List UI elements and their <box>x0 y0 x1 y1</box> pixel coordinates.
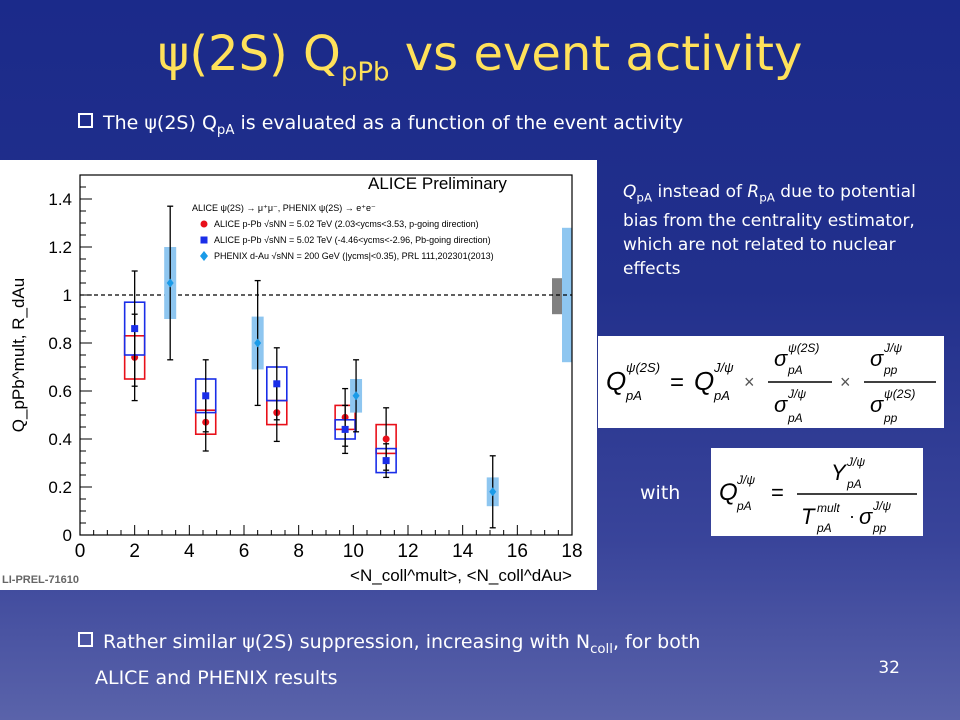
legend-marker <box>200 236 208 244</box>
svg-text:J/ψ: J/ψ <box>872 499 891 513</box>
x-axis-label: <N_coll^mult>, <N_coll^dAu> <box>350 566 572 585</box>
x-tick-label: 0 <box>75 541 86 562</box>
equation-qpa-ratio-svg: Q ψ(2S) pA = Q J/ψ pA × σ ψ(2S) pA σ J/ψ… <box>606 341 936 425</box>
data-point <box>489 487 497 497</box>
bullet-square-icon <box>78 632 93 647</box>
x-tick-label: 16 <box>507 541 528 562</box>
x-tick-label: 8 <box>293 541 304 562</box>
svg-text:pA: pA <box>787 411 803 425</box>
x-tick-label: 12 <box>397 541 418 562</box>
svg-text:pA: pA <box>736 499 752 513</box>
data-point <box>254 338 262 348</box>
data-point <box>341 425 349 433</box>
svg-text:ψ(2S): ψ(2S) <box>626 360 660 375</box>
y-tick-label: 1 <box>63 286 72 305</box>
svg-text:σ: σ <box>774 392 788 417</box>
note-text: QpA instead of RpA due to potential bias… <box>623 182 916 280</box>
slide-number: 32 <box>878 658 900 678</box>
y-tick-label: 1.2 <box>48 238 72 257</box>
page-title: ψ(2S) QpPb vs event activity <box>157 26 803 88</box>
data-point <box>382 457 390 465</box>
x-tick-label: 18 <box>561 541 582 562</box>
svg-text:σ: σ <box>859 504 873 529</box>
equation-qpa-ratio: Q ψ(2S) pA = Q J/ψ pA × σ ψ(2S) pA σ J/ψ… <box>598 336 944 428</box>
svg-text:J/ψ: J/ψ <box>713 360 734 375</box>
x-tick-label: 2 <box>129 541 140 562</box>
legend-header: ALICE ψ(2S) → μ⁺μ⁻, PHENIX ψ(2S) → e⁺e⁻ <box>192 203 376 213</box>
svg-text:Q: Q <box>719 479 738 506</box>
bullet-conclusion: Rather similar ψ(2S) suppression, increa… <box>78 628 700 692</box>
svg-text:ψ(2S): ψ(2S) <box>788 341 819 355</box>
bullet-intro: The ψ(2S) QpA is evaluated as a function… <box>78 112 683 138</box>
y-tick-label: 0.8 <box>48 334 72 353</box>
data-point <box>131 325 139 333</box>
watermark: LI-PREL-71610 <box>2 574 79 586</box>
svg-text:×: × <box>744 372 755 392</box>
svg-text:pA: pA <box>846 477 862 491</box>
svg-text:pA: pA <box>713 388 730 403</box>
svg-text:J/ψ: J/ψ <box>736 473 755 487</box>
bullet-square-icon <box>78 113 93 128</box>
svg-text:Y: Y <box>831 460 847 485</box>
svg-text:=: = <box>670 369 684 396</box>
x-tick-label: 10 <box>343 541 364 562</box>
y-axis-label: Q_pPb^mult, R_dAu <box>9 278 28 432</box>
equation-qpa-jpsi: Q J/ψ pA = Y J/ψ pA T mult pA · σ J/ψ pp <box>711 448 923 536</box>
x-tick-label: 14 <box>452 541 474 562</box>
svg-text:σ: σ <box>870 346 884 371</box>
svg-text:Q: Q <box>606 366 626 396</box>
data-point <box>382 435 390 443</box>
chart-panel: 0 2 4 6 8 10 12 14 16 18 0 0.2 0.4 0.6 0.8 1 1.2 1.4 Q_pPb… <box>0 160 597 590</box>
legend-marker <box>200 251 208 261</box>
legend-label: PHENIX d-Au √sNN = 200 GeV (|ycms|<0.35)… <box>214 251 494 261</box>
svg-text:pA: pA <box>816 521 832 535</box>
data-point <box>202 392 210 400</box>
svg-text:σ: σ <box>774 346 788 371</box>
data-point <box>166 278 174 288</box>
svg-text:×: × <box>840 372 851 392</box>
y-tick-label: 0.2 <box>48 478 72 497</box>
x-tick-label: 4 <box>184 541 195 562</box>
global-uncertainty-box <box>552 278 562 315</box>
x-tick-label: 6 <box>239 541 250 562</box>
legend-label: ALICE p-Pb √sNN = 5.02 TeV (-4.46<ycms<-… <box>214 235 491 245</box>
data-point <box>273 380 281 388</box>
chart-title: ALICE Preliminary <box>368 174 507 193</box>
legend-label: ALICE p-Pb √sNN = 5.02 TeV (2.03<ycms<3.… <box>214 219 479 229</box>
svg-text:·: · <box>849 506 855 526</box>
y-tick-label: 0.4 <box>48 430 72 449</box>
svg-text:T: T <box>801 504 816 529</box>
legend-marker <box>200 220 208 228</box>
svg-text:ψ(2S): ψ(2S) <box>884 387 915 401</box>
qpa-chart: 0 2 4 6 8 10 12 14 16 18 0 0.2 0.4 0.6 0.8 1 1.2 1.4 Q_pPb… <box>2 174 583 586</box>
data-point <box>352 391 360 401</box>
svg-text:mult: mult <box>817 501 840 515</box>
svg-text:J/ψ: J/ψ <box>787 387 806 401</box>
y-tick-label: 0 <box>63 526 72 545</box>
with-label: with <box>640 482 681 504</box>
svg-text:pp: pp <box>883 363 898 377</box>
svg-text:pA: pA <box>625 388 642 403</box>
svg-text:pA: pA <box>787 363 803 377</box>
y-tick-label: 0.6 <box>48 382 72 401</box>
svg-text:J/ψ: J/ψ <box>883 341 902 355</box>
svg-text:pp: pp <box>883 411 898 425</box>
svg-text:=: = <box>771 480 784 505</box>
svg-text:pp: pp <box>872 521 887 535</box>
svg-text:J/ψ: J/ψ <box>846 455 865 469</box>
y-tick-label: 1.4 <box>48 190 72 209</box>
svg-text:Q: Q <box>694 366 714 396</box>
svg-text:σ: σ <box>870 392 884 417</box>
equation-qpa-jpsi-svg: Q J/ψ pA = Y J/ψ pA T mult pA · σ J/ψ pp <box>719 455 917 535</box>
